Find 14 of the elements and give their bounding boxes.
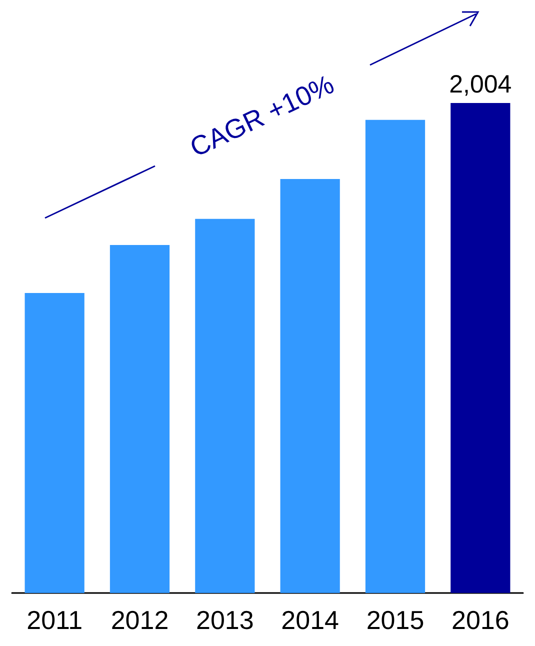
x-tick-label: 2016 [451, 605, 510, 635]
x-tick-label: 2011 [26, 605, 83, 635]
bar [24, 292, 84, 593]
bar [450, 103, 510, 593]
x-tick-label: 2013 [196, 605, 254, 635]
x-tick-label: 2012 [110, 605, 169, 635]
bar [195, 218, 255, 593]
x-tick-label: 2015 [366, 605, 424, 635]
bar [110, 245, 170, 593]
bar [280, 179, 340, 593]
bar [365, 120, 426, 593]
x-tick-label: 2014 [281, 605, 340, 635]
annotation: CAGR +10% [185, 69, 339, 163]
data-label: 2,004 [449, 70, 512, 98]
